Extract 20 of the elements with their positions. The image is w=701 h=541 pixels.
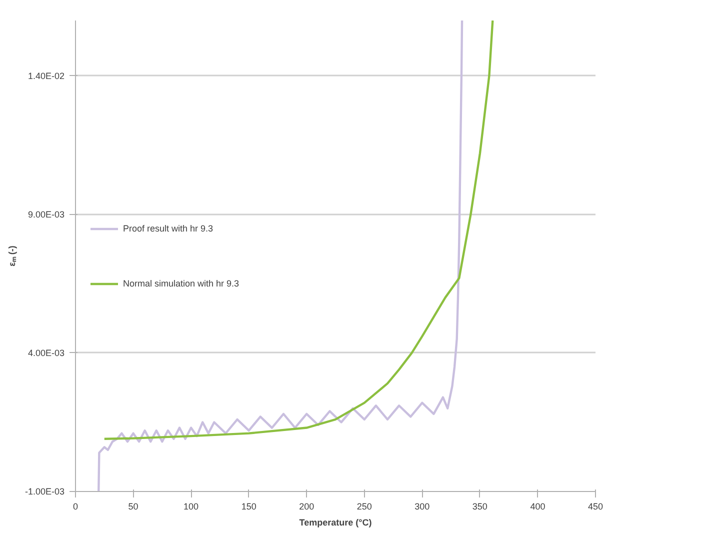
y-tick-label: 4.00E-03	[28, 348, 65, 358]
x-tick-label: 150	[241, 502, 256, 512]
x-axis-title: Temperature (°C)	[299, 518, 372, 528]
x-tick-label: 350	[472, 502, 488, 512]
x-tick-label: 200	[299, 502, 314, 512]
y-axis-title: εₘ (-)	[6, 246, 17, 266]
x-tick-label: 100	[184, 502, 199, 512]
x-tick-label: 50	[128, 502, 138, 512]
y-tick-label: -1.00E-03	[24, 486, 65, 496]
legend-label: Proof result with hr 9.3	[123, 223, 214, 233]
y-tick-label: 1.40E-02	[28, 70, 65, 81]
y-tick-label: 9.00E-03	[28, 209, 65, 220]
line-series	[103, 20, 494, 440]
legend-label: Normal simulation with hr 9.3	[123, 278, 240, 288]
x-tick-label: 450	[588, 502, 604, 512]
x-tick-label: 300	[414, 502, 430, 512]
x-tick-label: 250	[356, 502, 372, 512]
x-tick-label: 400	[530, 502, 546, 512]
x-tick-label: 0	[72, 502, 78, 512]
line-series	[98, 20, 464, 492]
